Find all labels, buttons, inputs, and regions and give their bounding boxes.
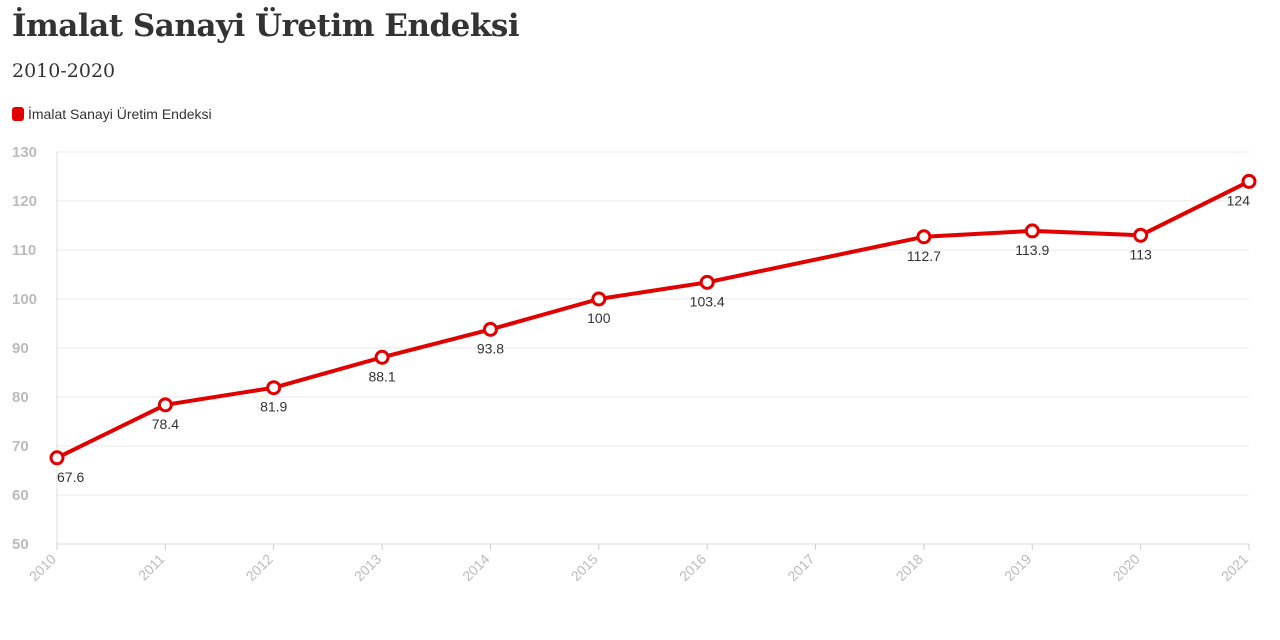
data-label-2021: 124 [1227, 192, 1251, 208]
chart-subtitle: 2010-2020 [12, 60, 116, 82]
data-label-2019: 113.9 [1015, 242, 1049, 258]
data-point-2014 [482, 321, 498, 337]
data-labels: 67.6 78.4 81.9 88.1 93.8 100 103.4 112.7 113.9 11… [57, 192, 1250, 484]
y-tick-label: 130 [12, 144, 37, 161]
data-point-2020 [1133, 227, 1149, 243]
data-label-2011: 78.4 [152, 416, 179, 432]
data-point-2016 [699, 274, 715, 290]
y-tick-label: 80 [12, 389, 29, 406]
data-label-2018: 112.7 [907, 248, 941, 264]
series [49, 173, 1257, 466]
data-point-2011 [157, 397, 173, 413]
x-tick-label: 2013 [351, 551, 384, 584]
x-tick-label: 2011 [135, 551, 168, 584]
y-tick-label: 70 [12, 438, 29, 455]
chart-title: İmalat Sanayi Üretim Endeksi [12, 8, 520, 44]
y-tick-label: 60 [12, 487, 29, 504]
x-tick-label: 2017 [784, 551, 817, 584]
x-tick-label: 2010 [26, 551, 59, 584]
data-label-2016: 103.4 [690, 293, 725, 309]
x-axis: 2010 2011 2012 2013 2014 2015 2016 2017 2018 2019… [26, 544, 1251, 584]
data-label-2015: 100 [587, 310, 611, 326]
x-tick-label: 2020 [1109, 551, 1142, 584]
grid [56, 151, 1249, 545]
data-point-2010 [49, 450, 65, 466]
y-tick-label: 120 [12, 193, 37, 210]
y-axis: 50 60 70 80 90 100 110 120 130 [12, 144, 37, 553]
y-tick-label: 90 [12, 340, 29, 357]
x-tick-label: 2016 [676, 551, 709, 584]
legend-label: İmalat Sanayi Üretim Endeksi [28, 106, 212, 122]
data-label-2013: 88.1 [368, 368, 395, 384]
y-tick-label: 100 [12, 291, 37, 308]
data-point-2018 [916, 229, 932, 245]
y-tick-label: 50 [12, 536, 29, 553]
legend-swatch [12, 107, 24, 121]
data-label-2014: 93.8 [477, 340, 504, 356]
x-tick-label: 2018 [893, 551, 926, 584]
data-point-2012 [266, 380, 282, 396]
legend[interactable]: İmalat Sanayi Üretim Endeksi [12, 106, 212, 122]
data-point-2015 [591, 291, 607, 307]
x-tick-label: 2014 [459, 551, 492, 584]
series-line [55, 179, 1251, 460]
x-tick-label: 2015 [568, 551, 601, 584]
data-label-2020: 113 [1129, 246, 1152, 262]
data-point-2021 [1241, 173, 1257, 189]
data-label-2012: 81.9 [260, 399, 287, 415]
y-tick-label: 110 [12, 242, 36, 259]
data-point-2013 [374, 349, 390, 365]
data-point-2019 [1024, 223, 1040, 239]
x-tick-label: 2012 [243, 551, 276, 584]
data-label-2010: 67.6 [57, 469, 84, 485]
x-tick-label: 2019 [1001, 551, 1034, 584]
x-tick-label: 2021 [1218, 551, 1251, 584]
